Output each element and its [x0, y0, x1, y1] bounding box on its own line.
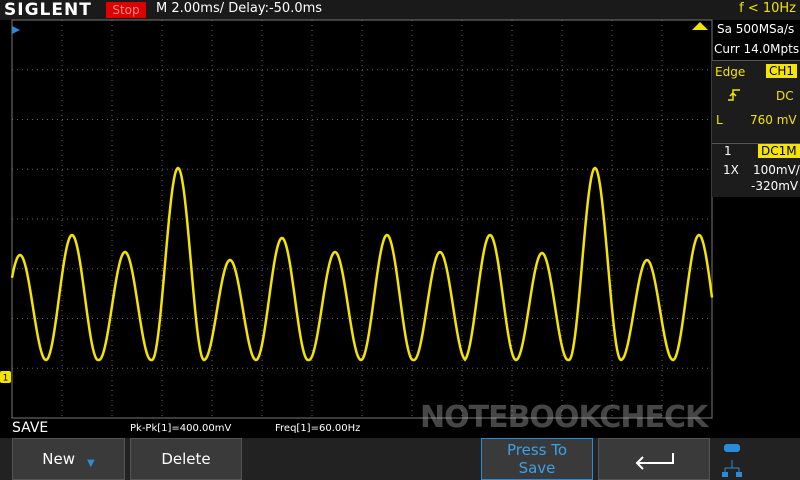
- brand: SIGLENT: [4, 0, 92, 20]
- channel-marker: 1: [3, 374, 9, 384]
- top-bar: [0, 0, 800, 20]
- run-status: Stop: [106, 2, 146, 18]
- measurement: Freq[1]=60.00Hz: [275, 423, 361, 434]
- memory-depth: Curr 14.0Mpts: [714, 42, 800, 56]
- level-label: L: [716, 113, 723, 127]
- timebase: M 2.00ms/ Delay:-50.0ms: [156, 1, 323, 16]
- watermark: NOTEBOOKCHECK: [420, 400, 708, 435]
- softkey-label: Press To: [506, 441, 568, 459]
- softkey-label: Delete: [161, 450, 211, 468]
- channel-marker-box: [0, 371, 11, 383]
- sample-rate: Sa 500MSa/s: [717, 22, 795, 36]
- menu-title: SAVE: [12, 420, 49, 436]
- back-icon: [635, 453, 674, 470]
- waveform-trace: [10, 166, 714, 362]
- softkey-save[interactable]: Press To Save: [481, 438, 593, 480]
- channel-coupling: DC1M: [758, 144, 800, 158]
- status-icons: [722, 444, 742, 477]
- trigger-frequency: f < 10Hz: [739, 1, 796, 16]
- trigger-type: Edge: [715, 65, 746, 79]
- probe-ratio: 1X: [723, 163, 739, 177]
- trigger-source: CH1: [766, 64, 798, 78]
- softkey-label: Save: [518, 459, 556, 477]
- channel-number: 1: [724, 144, 732, 158]
- trigger-level: 760 mV: [750, 113, 797, 127]
- softkey-back[interactable]: [598, 438, 710, 480]
- softkey-new[interactable]: New ▼: [12, 438, 125, 480]
- trigger-position-marker: [12, 26, 20, 34]
- softkey-label: New: [42, 450, 75, 468]
- vertical-scale: 100mV/: [753, 163, 800, 177]
- grid-border: [11, 19, 713, 419]
- trigger-marker: [692, 22, 708, 30]
- measurement: Pk-Pk[1]=400.00mV: [130, 423, 232, 434]
- softkey-delete[interactable]: Delete: [130, 438, 242, 480]
- submenu-arrow: ▼: [87, 457, 95, 469]
- vertical-offset: -320mV: [751, 179, 799, 193]
- trigger-coupling: DC: [776, 89, 794, 103]
- edge-icon: [728, 89, 740, 101]
